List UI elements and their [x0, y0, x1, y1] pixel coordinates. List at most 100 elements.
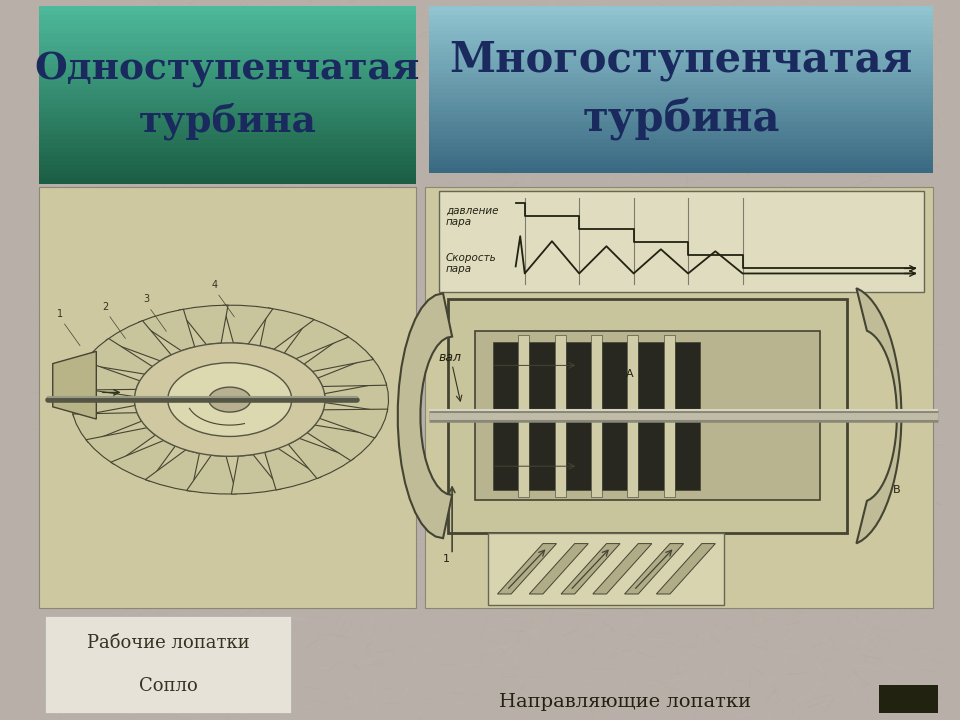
Ellipse shape: [208, 387, 251, 412]
Bar: [429, 110, 933, 114]
Bar: [429, 89, 933, 94]
Bar: [39, 60, 416, 65]
Bar: [429, 40, 933, 45]
Bar: [429, 60, 933, 66]
Bar: [39, 174, 416, 179]
Polygon shape: [110, 441, 175, 481]
Bar: [518, 335, 529, 497]
Bar: [555, 335, 565, 497]
Bar: [429, 6, 933, 12]
Text: 3: 3: [143, 294, 150, 305]
Text: 1: 1: [58, 309, 63, 319]
Bar: [39, 6, 416, 12]
Polygon shape: [265, 449, 322, 490]
Bar: [429, 85, 933, 90]
Bar: [39, 55, 416, 60]
Bar: [39, 15, 416, 20]
Bar: [429, 23, 933, 28]
Bar: [429, 19, 933, 24]
Polygon shape: [304, 335, 373, 372]
Text: вал: вал: [439, 351, 462, 364]
Polygon shape: [625, 544, 684, 594]
Ellipse shape: [134, 343, 325, 456]
Bar: [429, 44, 933, 49]
Polygon shape: [223, 305, 273, 344]
Polygon shape: [657, 544, 715, 594]
Bar: [39, 68, 416, 73]
Bar: [45, 616, 291, 713]
Bar: [39, 187, 416, 608]
Text: В: В: [893, 485, 900, 495]
Bar: [39, 108, 416, 113]
Bar: [429, 27, 933, 32]
Bar: [602, 342, 627, 490]
Bar: [429, 68, 933, 73]
Bar: [39, 139, 416, 144]
Text: 4: 4: [211, 280, 218, 290]
Bar: [39, 37, 416, 42]
Bar: [39, 42, 416, 47]
Polygon shape: [497, 544, 557, 594]
Bar: [39, 24, 416, 30]
Polygon shape: [53, 351, 96, 419]
Bar: [429, 11, 933, 16]
Bar: [429, 168, 933, 173]
Bar: [39, 33, 416, 38]
Bar: [429, 135, 933, 140]
Bar: [39, 112, 416, 117]
Bar: [429, 127, 933, 132]
Bar: [591, 335, 602, 497]
Bar: [39, 81, 416, 86]
Bar: [429, 139, 933, 144]
Bar: [39, 179, 416, 184]
Text: Сопло: Сопло: [138, 677, 198, 695]
Text: 1: 1: [444, 554, 450, 564]
Text: 2: 2: [103, 302, 108, 312]
Bar: [39, 19, 416, 25]
Bar: [39, 77, 416, 82]
Bar: [429, 131, 933, 135]
Ellipse shape: [168, 363, 292, 436]
Bar: [39, 143, 416, 148]
Bar: [429, 148, 933, 152]
Bar: [39, 99, 416, 104]
Bar: [489, 533, 725, 605]
Polygon shape: [260, 308, 314, 349]
Bar: [39, 135, 416, 140]
Bar: [429, 94, 933, 99]
Polygon shape: [318, 357, 387, 387]
Bar: [429, 65, 933, 69]
Bar: [39, 11, 416, 16]
Bar: [39, 170, 416, 175]
Bar: [429, 160, 933, 165]
Bar: [39, 104, 416, 109]
Bar: [39, 148, 416, 153]
Polygon shape: [179, 305, 228, 345]
Bar: [493, 342, 518, 490]
Polygon shape: [86, 428, 156, 464]
Polygon shape: [186, 455, 236, 494]
Polygon shape: [324, 382, 389, 412]
Polygon shape: [529, 544, 588, 594]
Polygon shape: [145, 450, 200, 491]
Polygon shape: [284, 318, 348, 359]
Polygon shape: [71, 387, 135, 417]
Bar: [429, 48, 933, 53]
Bar: [39, 29, 416, 34]
Bar: [429, 143, 933, 148]
Text: Рабочие лопатки: Рабочие лопатки: [86, 634, 250, 652]
Polygon shape: [72, 361, 140, 390]
Bar: [429, 73, 933, 78]
Bar: [429, 98, 933, 102]
Bar: [675, 342, 700, 490]
Bar: [39, 121, 416, 126]
Text: Одноступенчатая
турбина: Одноступенчатая турбина: [35, 51, 420, 140]
Bar: [39, 64, 416, 69]
Text: Направляющие лопатки: Направляющие лопатки: [498, 693, 751, 711]
Polygon shape: [307, 425, 377, 461]
Polygon shape: [83, 338, 153, 374]
Bar: [429, 15, 933, 19]
Bar: [429, 35, 933, 40]
Bar: [429, 106, 933, 111]
Bar: [39, 95, 416, 100]
